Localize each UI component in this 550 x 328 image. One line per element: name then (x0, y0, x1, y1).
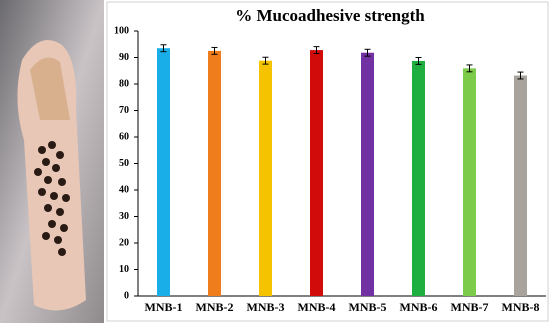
y-tick-label: 60 (119, 131, 129, 142)
bar (259, 60, 272, 297)
y-tick-label: 0 (124, 290, 129, 301)
bar (157, 48, 170, 296)
bar (310, 50, 323, 296)
x-tick-label: MNB-4 (298, 300, 336, 314)
y-tick-label: 20 (119, 237, 129, 248)
y-tick-label: 30 (119, 211, 129, 222)
x-tick-label: MNB-7 (451, 300, 489, 314)
y-tick-label: 100 (114, 25, 129, 36)
bar (463, 68, 476, 297)
x-tick-label: MNB-3 (247, 300, 285, 314)
y-tick-label: 40 (119, 184, 129, 195)
x-tick-label: MNB-8 (502, 300, 540, 314)
chart-title: % Mucoadhesive strength (235, 6, 425, 25)
y-tick-label: 10 (119, 264, 129, 275)
bar (361, 52, 374, 297)
y-tick-label: 70 (119, 105, 129, 116)
x-tick-label: MNB-2 (196, 300, 234, 314)
y-tick-label: 90 (119, 52, 129, 63)
bar (412, 60, 425, 296)
chart-panel (106, 1, 549, 322)
x-tick-label: MNB-1 (145, 300, 183, 314)
y-tick-label: 50 (119, 158, 129, 169)
bar (514, 75, 527, 297)
y-tick-label: 80 (119, 78, 129, 89)
x-tick-label: MNB-6 (400, 300, 438, 314)
x-tick-label: MNB-5 (349, 300, 387, 314)
photo (0, 0, 104, 323)
bar (208, 50, 221, 296)
